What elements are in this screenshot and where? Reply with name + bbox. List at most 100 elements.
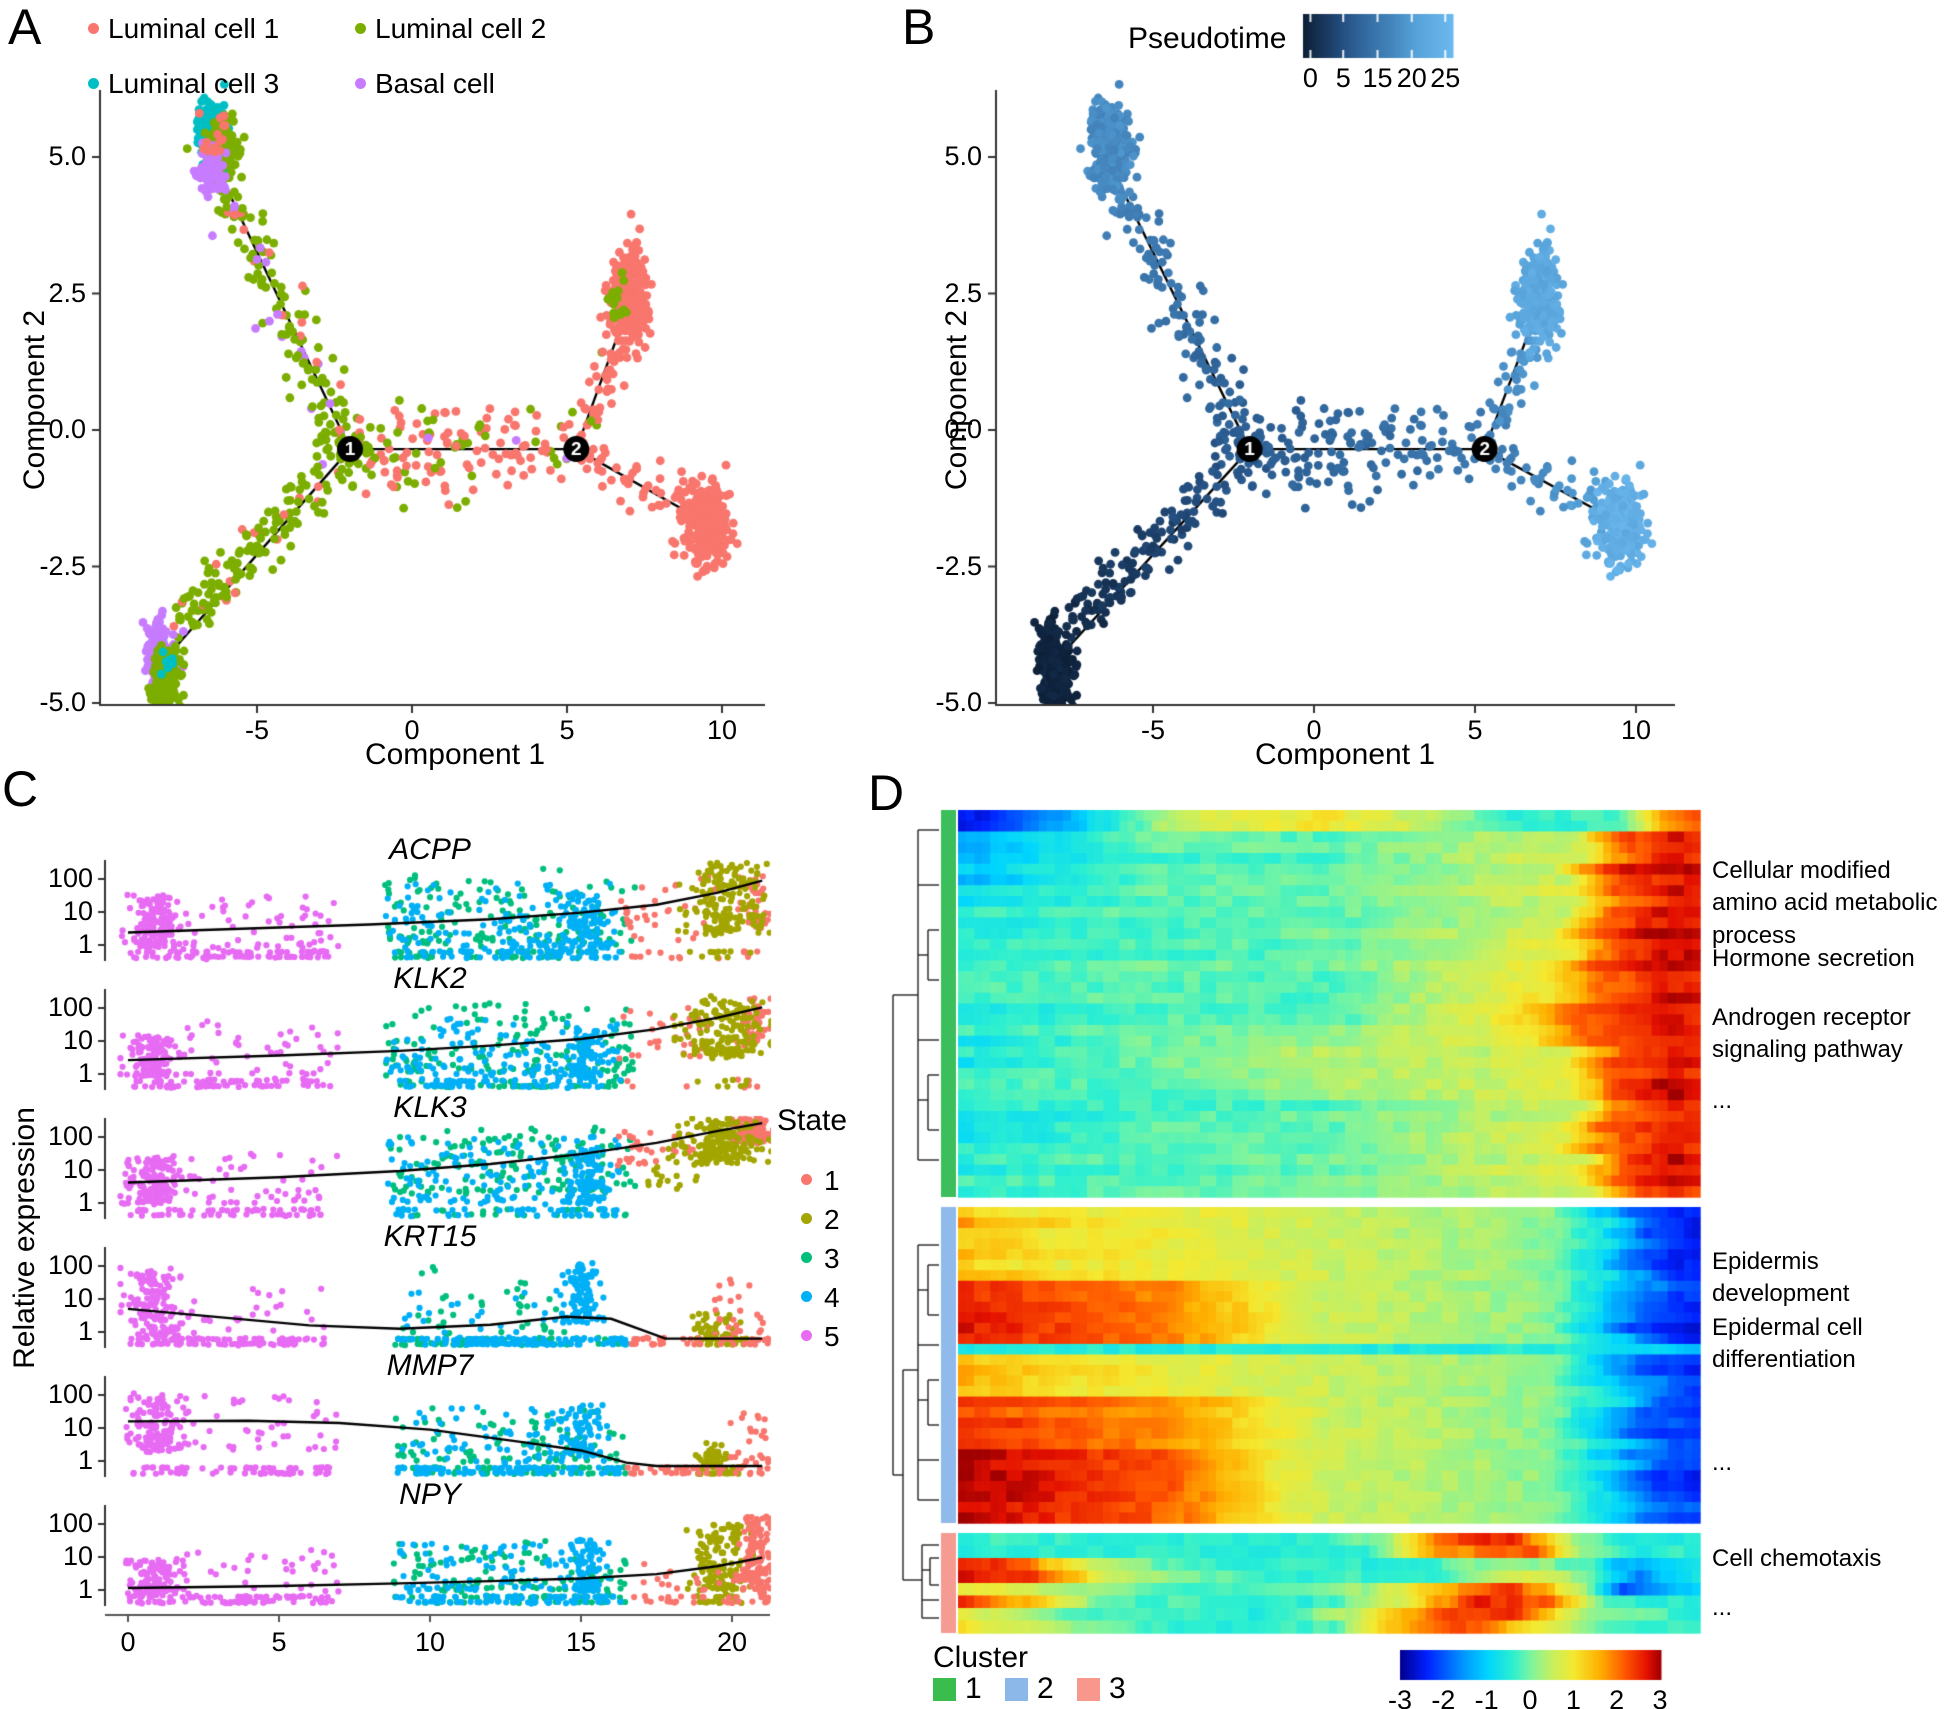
expression-y-tick: 1 (77, 1445, 93, 1476)
panel-a-x-tick: -5 (244, 715, 270, 745)
heatmap-row-label: ... (1712, 1087, 1733, 1114)
cluster-legend-label: 3 (1109, 1672, 1126, 1705)
heatmap-row-label: ... (1712, 1594, 1733, 1621)
panel-a-y-tick: 0.0 (48, 414, 86, 445)
state-legend-dot (801, 1291, 812, 1302)
state-legend-label: 4 (824, 1282, 840, 1313)
panel-a-x-tick: 0 (404, 715, 420, 745)
pseudotime-tick: 0 (1302, 63, 1318, 93)
cluster-legend-title: Cluster (933, 1641, 1029, 1674)
panel-b-y-tick: 0.0 (944, 414, 982, 445)
expression-y-tick: 100 (47, 1508, 93, 1539)
panel-b-y-axis-title: Component 2 (940, 309, 973, 491)
expression-y-tick: 1 (77, 929, 93, 960)
state-legend-title: State (777, 1104, 848, 1137)
panel-b-y-tick: 2.5 (944, 277, 982, 308)
heatmap-row-label: Epidermis development (1712, 1248, 1850, 1308)
cell-type-legend-dot (88, 78, 99, 89)
panel-a-x-tick: 10 (706, 715, 738, 745)
state-legend-label: 2 (824, 1204, 840, 1235)
cell-type-legend-dot (355, 78, 366, 89)
state-legend-dot (801, 1174, 812, 1185)
panel-b-x-tick: 5 (1467, 715, 1483, 745)
cell-type-legend-label: Basal cell (375, 68, 495, 99)
pseudotime-tick: 25 (1430, 63, 1461, 93)
cluster-legend-swatch (933, 1678, 956, 1701)
expression-y-tick: 100 (47, 1121, 93, 1152)
panel-a-letter: A (8, 0, 42, 55)
cell-type-legend-label: Luminal cell 3 (108, 68, 280, 99)
expression-y-tick: 100 (47, 992, 93, 1023)
heatmap-row-label: Androgen receptor signaling pathway (1712, 1004, 1911, 1064)
heatmap-row-label: Cellular modified amino acid metabolic p… (1712, 857, 1938, 949)
panel-b-letter: B (902, 0, 936, 55)
panel-a-x-tick: 5 (559, 715, 575, 745)
heatmap-row-label: Cell chemotaxis (1712, 1545, 1882, 1572)
panel-b-y-tick: -5.0 (935, 687, 982, 718)
panel-b-x-tick: -5 (1140, 715, 1166, 745)
heatmap-colorbar-tick: -1 (1474, 1685, 1499, 1709)
heatmap-row-label: Epidermal cell differentiation (1712, 1314, 1863, 1374)
pseudotime-x-tick: 20 (716, 1627, 748, 1657)
panel-a-y-tick: 2.5 (48, 277, 86, 308)
expression-y-tick: 100 (47, 1379, 93, 1410)
heatmap-row-label: ... (1712, 1449, 1733, 1476)
cell-type-legend-dot (88, 23, 99, 34)
pseudotime-x-tick: 15 (565, 1627, 597, 1657)
pseudotime-legend-title: Pseudotime (1128, 22, 1287, 55)
panel-b-x-tick: 0 (1306, 715, 1322, 745)
panel-b-x-axis-title: Component 1 (1254, 738, 1436, 771)
cell-type-legend-dot (355, 23, 366, 34)
heatmap-colorbar-tick: -2 (1431, 1685, 1456, 1709)
expression-y-tick: 1 (77, 1187, 93, 1218)
panel-a-y-tick: -2.5 (39, 550, 86, 581)
expression-y-tick: 1 (77, 1058, 93, 1089)
cell-type-legend-label: Luminal cell 2 (375, 13, 547, 44)
state-legend-label: 3 (824, 1243, 840, 1274)
expression-y-tick: 10 (62, 1412, 93, 1443)
expression-y-tick: 10 (62, 896, 93, 927)
expression-y-tick: 10 (62, 1154, 93, 1185)
pseudotime-tick: 5 (1335, 63, 1351, 93)
state-legend-dot (801, 1330, 812, 1341)
heatmap-colorbar-tick: 2 (1609, 1685, 1625, 1709)
panel-b-y-tick: 5.0 (944, 141, 982, 172)
state-legend-dot (801, 1252, 812, 1263)
pseudotime-tick: 20 (1396, 63, 1427, 93)
expression-y-tick: 1 (77, 1574, 93, 1605)
panel-a-y-tick: 5.0 (48, 141, 86, 172)
gene-title: KRT15 (383, 1220, 477, 1253)
cluster-legend-swatch (1005, 1678, 1028, 1701)
panel-c-letter: C (2, 761, 39, 817)
panel-b-x-tick: 10 (1620, 715, 1652, 745)
pseudotime-x-tick: 0 (120, 1627, 136, 1657)
expression-y-tick: 100 (47, 1250, 93, 1281)
expression-y-tick: 10 (62, 1025, 93, 1056)
panel-b-y-tick: -2.5 (935, 550, 982, 581)
panel-c-y-axis-title: Relative expression (8, 1107, 41, 1369)
gene-title: MMP7 (386, 1349, 474, 1382)
panel-d-letter: D (868, 765, 905, 821)
gene-title: NPY (399, 1478, 461, 1511)
cluster-legend-label: 2 (1037, 1672, 1054, 1705)
pseudotime-tick: 15 (1362, 63, 1393, 93)
gene-title: KLK3 (393, 1091, 467, 1124)
panel-a-x-axis-title: Component 1 (364, 738, 546, 771)
state-legend-label: 5 (824, 1321, 840, 1352)
state-legend-label: 1 (824, 1165, 840, 1196)
gene-title: KLK2 (393, 962, 467, 995)
heatmap-colorbar-tick: 1 (1565, 1685, 1581, 1709)
state-legend-dot (801, 1213, 812, 1224)
expression-y-tick: 10 (62, 1541, 93, 1572)
heatmap-colorbar-tick: 0 (1522, 1685, 1538, 1709)
heatmap-colorbar-tick: -3 (1387, 1685, 1413, 1709)
gene-title: ACPP (389, 833, 471, 866)
panel-a-y-axis-title: Component 2 (18, 309, 51, 491)
panel-a-y-tick: -5.0 (39, 687, 86, 718)
expression-y-tick: 100 (47, 863, 93, 894)
cluster-legend-label: 1 (965, 1672, 982, 1705)
pseudotime-x-tick: 10 (414, 1627, 446, 1657)
cell-type-legend-label: Luminal cell 1 (108, 13, 280, 44)
